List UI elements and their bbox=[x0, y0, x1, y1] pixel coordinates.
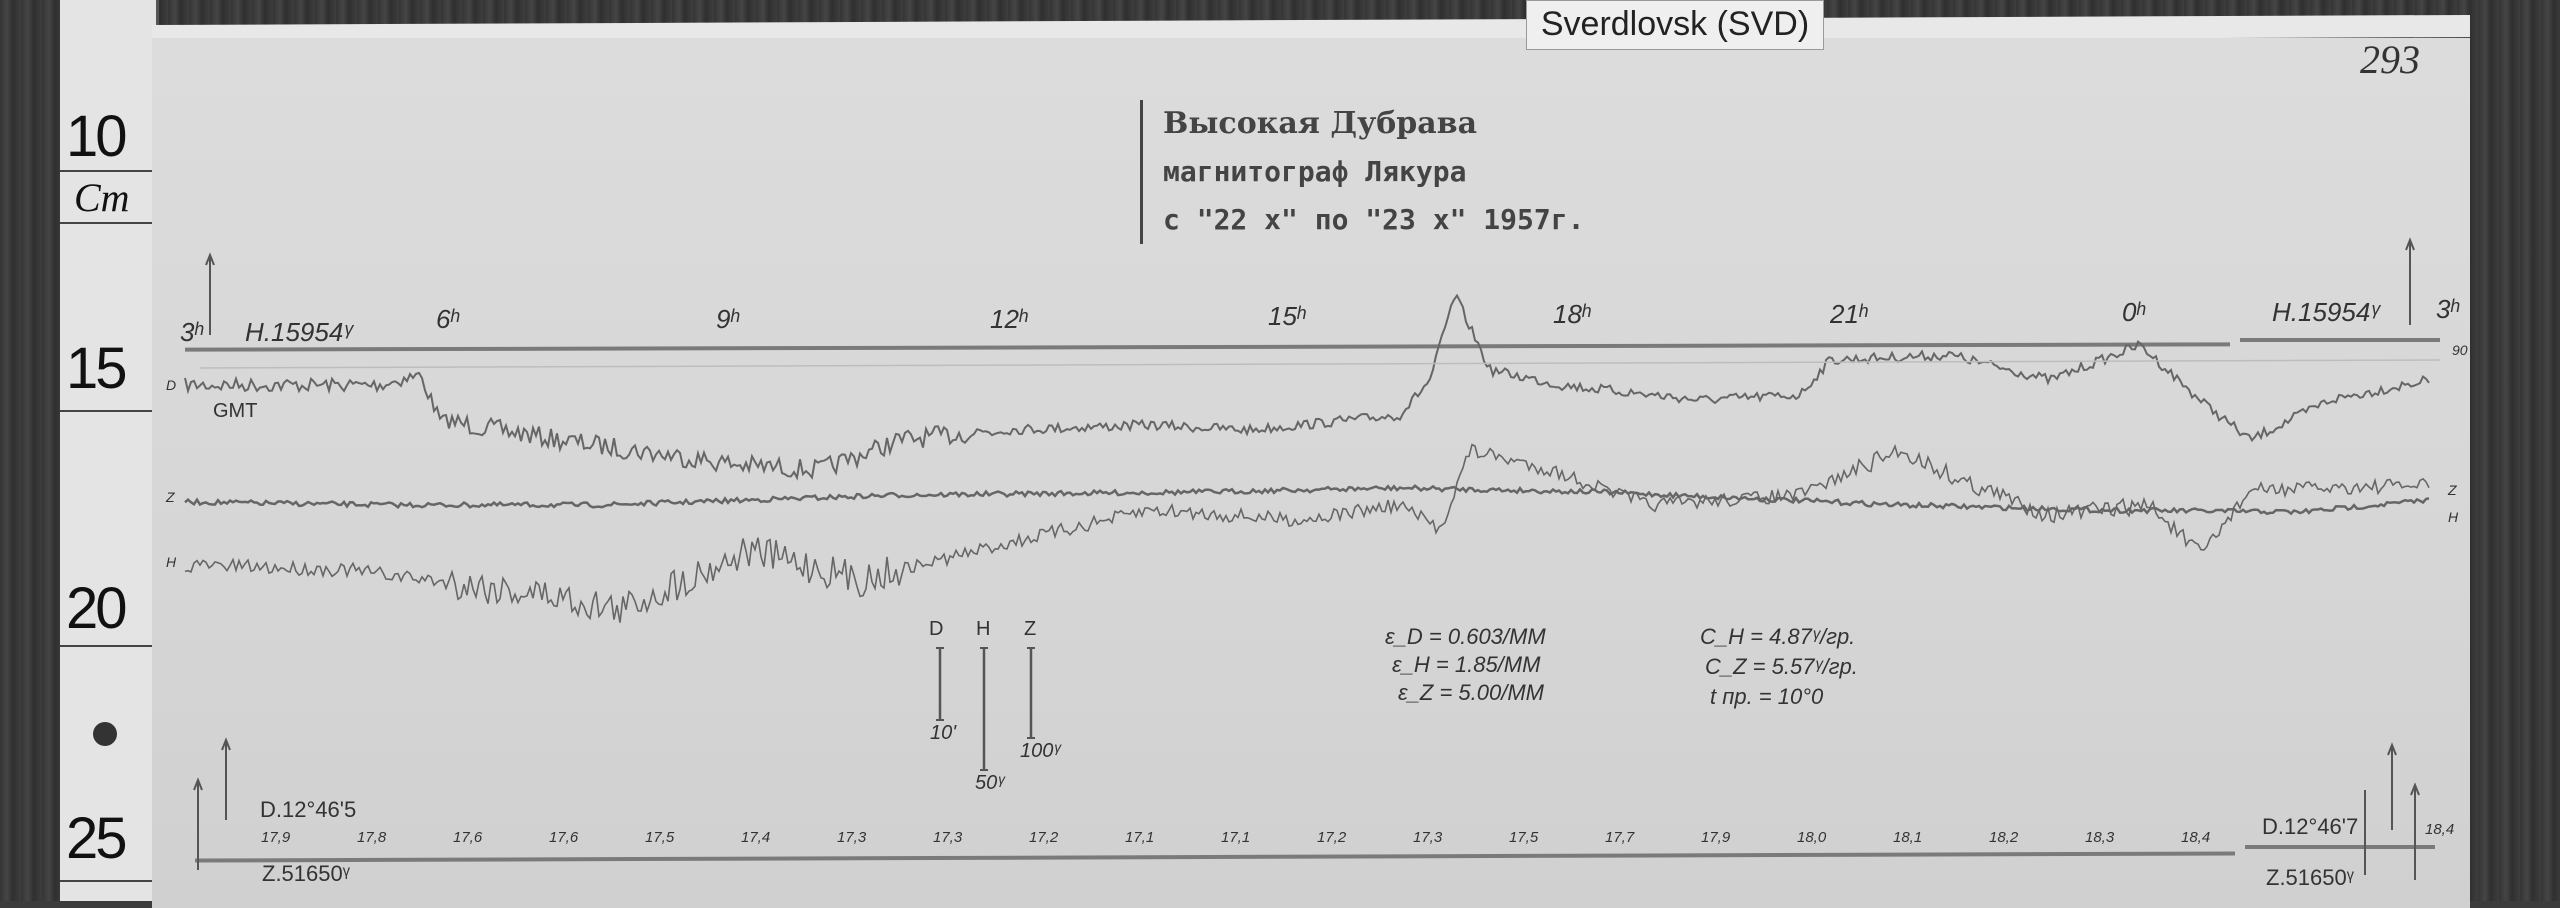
temperature-reading: 18,0 bbox=[1797, 829, 1827, 846]
stamp-period: с "22 x" по "23 x" 1957г. bbox=[1163, 203, 1585, 236]
scale-bar-label-z: Z bbox=[1024, 618, 1037, 640]
hour-mark: 6ʰ bbox=[436, 304, 459, 334]
temperature-reading: 18,1 bbox=[1893, 829, 1923, 846]
temperature-reading: 17,6 bbox=[453, 829, 483, 846]
measuring-ruler: 10 Cm 15 20 25 bbox=[60, 0, 159, 901]
d-baseline-value-left: D.12°46'5 bbox=[260, 797, 357, 822]
sensitivity-d: ε_D = 0.603/MM bbox=[1385, 624, 1546, 649]
temperature-reading: 17,4 bbox=[741, 829, 771, 846]
ruler-unit: Cm bbox=[74, 175, 130, 220]
z-baseline-value-left: Z.51650ᵞ bbox=[262, 861, 350, 886]
trace-label-d: D bbox=[166, 377, 177, 393]
left-bottom-arrow-d-head-icon bbox=[221, 737, 231, 751]
trace-label-z: Z bbox=[166, 489, 175, 505]
temperature-reading: 17,5 bbox=[645, 829, 675, 846]
temperature-coefficient: t пр. = 10°0 bbox=[1710, 684, 1824, 709]
temperature-reading: 17,8 bbox=[357, 829, 387, 846]
scale-bar-label-h: H bbox=[976, 618, 991, 640]
temperature-reading: 17,1 bbox=[1125, 829, 1155, 846]
magnetogram-sheet bbox=[152, 38, 2470, 908]
scale-bar-label-d: D bbox=[929, 618, 944, 640]
scale-bar-value-d: 10' bbox=[930, 722, 957, 744]
left-bottom-arrow-z-head-icon bbox=[193, 777, 203, 791]
hour-mark: 3ʰ bbox=[2436, 294, 2459, 324]
station-stamp: Высокая Дубрава магнитограф Лякура с "22… bbox=[1140, 100, 1584, 244]
temperature-reading: 17,3 bbox=[1413, 829, 1443, 846]
trace-label-h-right: H bbox=[2448, 509, 2459, 525]
sheet-number: 293 bbox=[2360, 37, 2420, 82]
temperature-reading: 17,3 bbox=[933, 829, 963, 846]
ruler-mark-10: 10 bbox=[66, 104, 127, 169]
h-baseline-right bbox=[2240, 338, 2440, 342]
temperature-reading: 17,2 bbox=[1317, 829, 1347, 846]
z-trace bbox=[184, 484, 2430, 516]
z-baseline-value-right: Z.51650ᵞ bbox=[2266, 865, 2354, 890]
temperature-reading: 17,6 bbox=[549, 829, 579, 846]
trace-label-z-right: Z bbox=[2448, 482, 2457, 498]
hour-mark: 18ʰ bbox=[1553, 299, 1590, 329]
trace-label-h: H bbox=[166, 554, 177, 570]
scale-bar-value-h: 50ᵞ bbox=[975, 772, 1005, 794]
coefficient-h: C_H = 4.87ᵞ/гр. bbox=[1700, 624, 1856, 649]
right-top-arrow-head-icon bbox=[2405, 237, 2415, 251]
time-zone-label: GMT bbox=[213, 400, 258, 422]
hour-mark: 12ʰ bbox=[990, 304, 1027, 334]
ruler-mark-20: 20 bbox=[66, 576, 127, 641]
ruler-line bbox=[60, 410, 156, 412]
temperature-reading: 17,7 bbox=[1605, 829, 1635, 846]
temperature-reading: 18,4 bbox=[2181, 829, 2211, 846]
hour-mark: 21ʰ bbox=[1830, 299, 1867, 329]
temperature-reading: 18,3 bbox=[2085, 829, 2115, 846]
temperature-end: 18,4 bbox=[2425, 821, 2455, 838]
ruler-line bbox=[60, 170, 156, 172]
h-baseline-value-left: H.15954ᵞ bbox=[245, 317, 353, 347]
ruler-line bbox=[60, 222, 156, 224]
station-label: Sverdlovsk (SVD) bbox=[1526, 0, 1824, 50]
temperature-reading: 17,1 bbox=[1221, 829, 1251, 846]
temperature-reading: 17,3 bbox=[837, 829, 867, 846]
temperature-reading: 17,9 bbox=[1701, 829, 1731, 846]
h-trace bbox=[184, 443, 2430, 623]
h-baseline-value-right: H.15954ᵞ bbox=[2272, 297, 2380, 327]
scale-bar-value-z: 100ᵞ bbox=[1020, 740, 1061, 762]
right-bottom-arrow-z-head-icon bbox=[2410, 782, 2420, 796]
coefficient-z: C_Z = 5.57ᵞ/гр. bbox=[1705, 654, 1858, 679]
trace-label-right-top: 90 bbox=[2452, 342, 2468, 358]
d-trace bbox=[184, 293, 2430, 481]
right-bottom-arrow-d-head-icon bbox=[2387, 742, 2397, 756]
temperature-reading: 18,2 bbox=[1989, 829, 2019, 846]
ruler-line bbox=[60, 880, 156, 882]
d-reference-line bbox=[199, 359, 2441, 369]
temperature-reading: 17,5 bbox=[1509, 829, 1539, 846]
stamp-station: Высокая Дубрава bbox=[1163, 106, 1478, 141]
ruler-mark-15: 15 bbox=[66, 336, 127, 401]
hour-mark: 0ʰ bbox=[2122, 297, 2145, 327]
sensitivity-z: ε_Z = 5.00/MM bbox=[1398, 680, 1544, 705]
left-top-arrow-head-icon bbox=[205, 252, 215, 266]
ruler-line bbox=[60, 645, 156, 647]
d-baseline-value-right: D.12°46'7 bbox=[2262, 814, 2359, 839]
dz-baseline-right bbox=[2245, 845, 2435, 849]
hour-mark: 9ʰ bbox=[716, 304, 739, 334]
punch-hole bbox=[93, 722, 117, 746]
temperature-reading: 17,9 bbox=[261, 829, 291, 846]
stamp-instrument: магнитограф Лякура bbox=[1163, 155, 1467, 188]
hour-mark: 15ʰ bbox=[1268, 301, 1305, 331]
ruler-mark-25: 25 bbox=[66, 806, 127, 871]
hour-mark: 3ʰ bbox=[180, 317, 203, 347]
sensitivity-h: ε_H = 1.85/MM bbox=[1392, 652, 1541, 677]
temperature-reading: 17,2 bbox=[1029, 829, 1059, 846]
